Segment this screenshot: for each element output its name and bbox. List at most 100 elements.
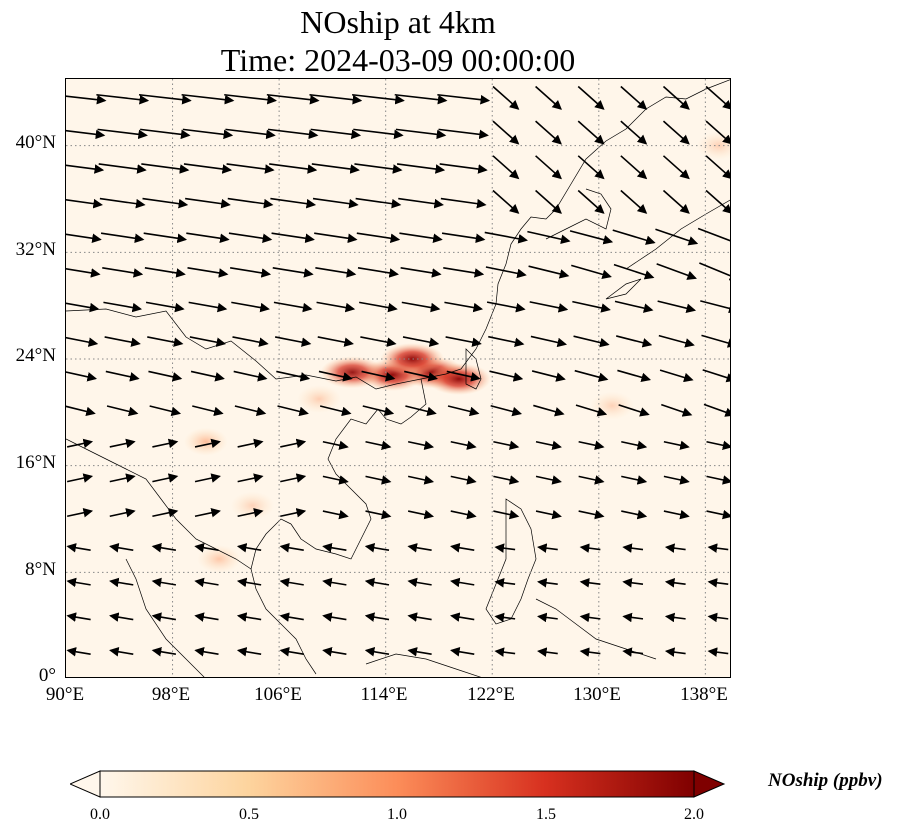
wind-arrow [225, 128, 276, 140]
wind-arrow [404, 370, 438, 382]
wind-arrow [490, 404, 522, 417]
wind-arrow [66, 302, 100, 313]
wind-arrow [266, 93, 320, 105]
ship-no-plume [197, 545, 242, 573]
wind-arrow [485, 266, 527, 279]
wind-arrow [269, 163, 318, 174]
wind-arrow [486, 301, 526, 313]
wind-arrow [450, 577, 475, 588]
wind-arrow [151, 612, 177, 622]
wind-arrow [578, 475, 605, 485]
wind-arrow [578, 509, 605, 520]
ship-no-plume [183, 427, 228, 456]
wind-arrow [234, 405, 267, 417]
ship-no-plume [230, 491, 275, 520]
wind-arrow [142, 197, 189, 209]
wind-arrow [364, 577, 390, 588]
wind-arrow [492, 155, 520, 180]
wind-arrow [187, 266, 229, 278]
colorbar-max-extend [693, 770, 726, 798]
wind-arrow [109, 577, 134, 588]
wind-arrow [399, 232, 443, 244]
wind-arrow [621, 440, 648, 450]
wind-arrow [359, 301, 398, 313]
colorbar-tick-0: 0.0 [90, 806, 110, 823]
wind-arrow [322, 543, 347, 553]
wind-arrow [279, 543, 304, 553]
wind-arrow [365, 440, 392, 450]
wind-arrow [620, 155, 648, 180]
wind-arrow [280, 508, 307, 518]
wind-arrow [364, 647, 390, 657]
wind-arrow [66, 508, 94, 518]
wind-arrow [662, 85, 690, 110]
wind-arrow [357, 266, 399, 278]
wind-arrow [407, 543, 432, 553]
wind-arrow [279, 647, 304, 657]
wind-arrow [664, 612, 686, 623]
wind-arrow [663, 475, 690, 485]
wind-arrow [188, 301, 228, 313]
wind-arrow [279, 612, 304, 622]
wind-arrow [662, 155, 690, 180]
wind-arrow [494, 543, 516, 553]
wind-arrow [109, 438, 136, 449]
wind-arrow [311, 163, 360, 174]
wind-arrow [66, 371, 98, 382]
wind-arrow [66, 577, 91, 588]
wind-arrow [194, 612, 219, 622]
wind-arrow [145, 301, 185, 313]
wind-arrow [97, 128, 148, 140]
wind-arrow [535, 155, 562, 180]
wind-arrow [440, 197, 487, 209]
wind-arrow [579, 578, 601, 588]
wind-arrow [280, 473, 307, 483]
wind-arrow [575, 404, 608, 417]
wind-arrow [236, 543, 262, 553]
wind-arrow [450, 475, 477, 485]
wind-arrow [702, 369, 730, 383]
wind-arrow [579, 612, 601, 623]
wind-arrow [322, 509, 349, 520]
wind-arrow [267, 128, 319, 140]
wind-arrow [400, 266, 442, 278]
lon-tick-98e: 98°E [151, 684, 191, 705]
ship-no-plume [590, 391, 635, 420]
wind-arrow [535, 189, 562, 214]
wind-arrow [237, 473, 264, 483]
wind-arrow [355, 197, 402, 209]
wind-arrow [194, 543, 219, 553]
wind-arrow [703, 403, 730, 417]
wind-arrow [701, 334, 730, 348]
wind-arrow [664, 578, 686, 588]
wind-arrow [151, 577, 177, 588]
wind-arrow [66, 233, 102, 244]
wind-arrow [151, 647, 177, 657]
wind-arrow [537, 647, 558, 657]
concentration-field [183, 131, 730, 573]
wind-arrow [529, 301, 569, 313]
wind-arrow [190, 370, 225, 382]
wind-arrow [622, 578, 644, 588]
wind-arrow [224, 93, 277, 105]
wind-arrow [437, 93, 491, 105]
wind-arrow [488, 335, 525, 348]
wind-arrow [707, 647, 729, 657]
wind-arrow [194, 577, 219, 588]
wind-arrow [618, 404, 650, 417]
wind-arrow [407, 440, 435, 450]
lon-tick-114e: 114°E [360, 684, 408, 705]
wind-arrow [318, 370, 353, 382]
wind-arrow [236, 612, 262, 622]
wind-arrow [186, 232, 230, 244]
wind-arrow [444, 301, 484, 313]
wind-arrow [530, 335, 568, 348]
wind-arrow [445, 336, 482, 347]
wind-arrow [189, 336, 227, 347]
wind-arrow [185, 197, 231, 209]
colorbar-label: NOship (ppbv) [768, 770, 883, 791]
ship-no-plume [426, 363, 491, 395]
wind-arrow [226, 163, 275, 174]
wind-arrow [66, 268, 101, 278]
wind-arrow [535, 475, 562, 485]
